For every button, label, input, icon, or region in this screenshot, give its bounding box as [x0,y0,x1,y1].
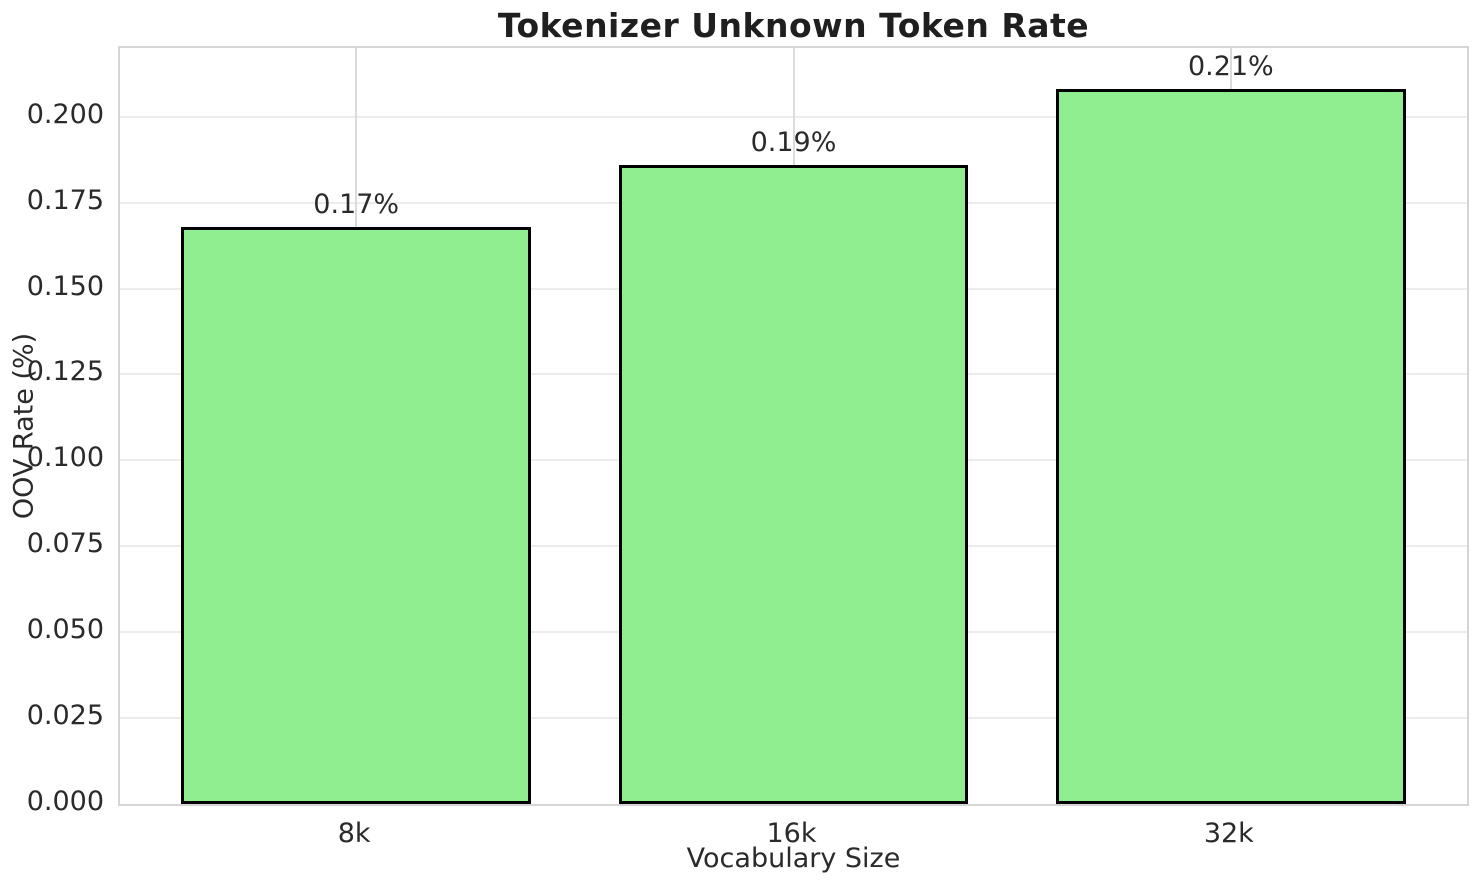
x-tick-label: 8k [337,818,371,849]
chart-title: Tokenizer Unknown Token Rate [497,6,1090,45]
bar-value-label: 0.19% [750,126,837,158]
y-tick-label: 0.100 [26,442,104,474]
x-axis-tick-labels: 8k 16k 32k [118,806,1469,849]
y-tick-label: 0.075 [26,528,104,560]
plot-area: 0.17% 0.19% 0.21% [118,46,1469,806]
y-tick-label: 0.150 [26,270,104,302]
y-tick-label: 0.200 [26,98,104,130]
y-tick-label: 0.050 [26,614,104,646]
bar-16k [618,164,969,804]
x-axis-label: Vocabulary Size [686,843,901,874]
y-tick-label: 0.175 [26,184,104,216]
bar-value-label: 0.21% [1187,51,1274,83]
y-tick-label: 0.000 [26,786,104,817]
bar-32k [1055,89,1406,804]
y-tick-label: 0.125 [26,356,104,388]
y-tick-label: 0.025 [26,700,104,732]
bar-value-label: 0.17% [313,188,400,220]
bar-8k [181,226,532,804]
x-tick-label: 16k [766,818,817,849]
x-tick-label: 32k [1203,818,1254,849]
y-axis-tick-labels: 0.000 0.025 0.050 0.075 0.100 0.125 0.150 0.175… [0,46,104,817]
